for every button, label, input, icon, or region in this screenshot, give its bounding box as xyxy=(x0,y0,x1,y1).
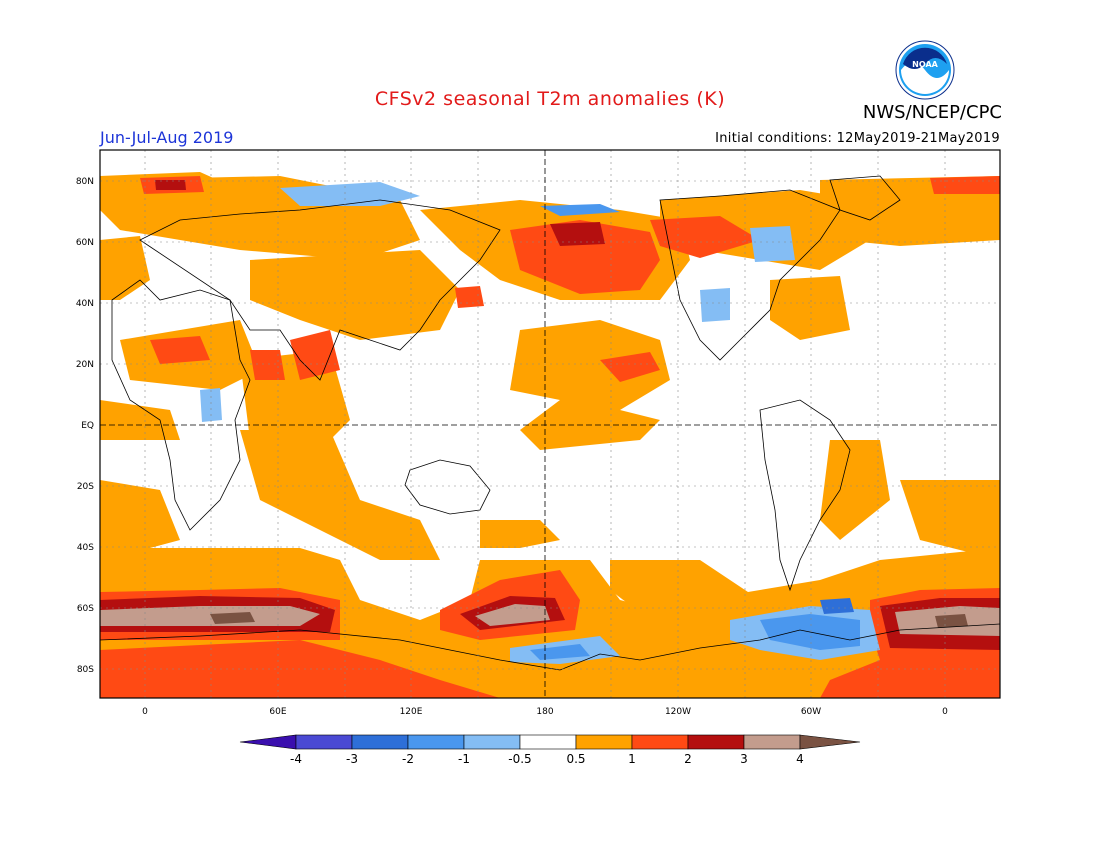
graticule xyxy=(100,150,1000,698)
warm-patch-south-america-east xyxy=(820,440,890,540)
warm-mid-central-pacific xyxy=(600,352,660,382)
warm-mid-africa-north xyxy=(150,336,210,364)
colorbar-swatch-low-end xyxy=(239,734,297,750)
colorbar-label: -0.5 xyxy=(508,752,531,766)
map-frame xyxy=(99,149,1001,699)
warm-mid-north-pacific xyxy=(510,220,660,294)
agency-label: NWS/NCEP/CPC xyxy=(862,102,1002,123)
cold-patch-arctic-chukchi xyxy=(540,204,620,216)
colorbar-label: 0.5 xyxy=(566,752,585,766)
anomaly-field xyxy=(100,172,1000,698)
colorbar xyxy=(239,734,861,750)
colorbar-label: 3 xyxy=(740,752,748,766)
warm-extreme-atlantic xyxy=(935,614,968,628)
warm-band-western-europe xyxy=(100,236,150,300)
lat-tick: 80S xyxy=(77,665,94,675)
warm-band-tropical-atlantic xyxy=(100,400,180,440)
warm-band-north-atlantic-east xyxy=(770,276,850,340)
warm-mid-arabia xyxy=(250,350,285,380)
lon-tick: 180 xyxy=(536,707,553,717)
coast-north-america xyxy=(659,189,841,361)
lon-tick: 120W xyxy=(665,707,691,717)
cold-strong-bellingshausen xyxy=(820,598,854,614)
warm-strong-barents-core xyxy=(155,180,186,190)
lat-tick: 20S xyxy=(77,482,94,492)
colorbar-labels: -4 -3 -2 -1 -0.5 0.5 1 2 3 4 xyxy=(290,752,804,766)
warm-band-asia-central xyxy=(250,250,460,340)
noaa-logo: NOAA xyxy=(895,40,955,100)
colorbar-label: -3 xyxy=(346,752,358,766)
lat-tick: 40N xyxy=(76,299,94,309)
cold-patch-arctic-siberia xyxy=(280,182,420,206)
latitude-axis: 80N 60N 40N 20N EQ 20S 40S 60S 80S xyxy=(76,177,94,675)
coastlines xyxy=(100,175,1000,671)
warm-extreme-indian xyxy=(210,612,255,624)
colorbar-label: 4 xyxy=(796,752,804,766)
colorbar-swatch xyxy=(295,734,353,750)
warm-patch-south-pacific xyxy=(610,560,760,620)
colorbar-swatch xyxy=(687,734,745,750)
cold-patch-africa xyxy=(200,388,222,422)
longitude-axis: 0 60E 120E 180 120W 60W 0 xyxy=(142,707,948,717)
lon-tick: 60E xyxy=(269,707,286,717)
chart-title: CFSv2 seasonal T2m anomalies (K) xyxy=(374,88,726,110)
coast-eurasia xyxy=(139,199,501,381)
warm-patch-south-atlantic-east xyxy=(900,480,1000,560)
lat-tick: EQ xyxy=(81,421,94,431)
colorbar-swatch-high-end xyxy=(799,734,861,750)
colorbar-swatch xyxy=(575,734,633,750)
warm-mid-india xyxy=(290,330,340,380)
lon-tick: 0 xyxy=(942,707,948,717)
coast-greenland xyxy=(829,175,901,221)
warm-patch-south-atlantic xyxy=(100,480,180,548)
warm-very-strong-indian xyxy=(100,606,320,626)
reference-lines xyxy=(100,150,1000,698)
lat-tick: 60N xyxy=(76,238,94,248)
warm-patch-indian-ocean xyxy=(240,430,440,560)
colorbar-swatch xyxy=(519,734,577,750)
colorbar-swatch xyxy=(631,734,689,750)
lat-tick: 60S xyxy=(77,604,94,614)
colorbar-label: -1 xyxy=(458,752,470,766)
colorbar-swatch xyxy=(407,734,465,750)
warm-mid-japan xyxy=(455,286,484,308)
colorbar-label: 2 xyxy=(684,752,692,766)
initial-conditions: Initial conditions: 12May2019-21May2019 xyxy=(715,131,1000,146)
warm-very-strong-pacific xyxy=(475,604,550,626)
colorbar-label: -2 xyxy=(402,752,414,766)
colorbar-swatch xyxy=(743,734,801,750)
forecast-period: Jun-Jul-Aug 2019 xyxy=(100,128,234,147)
colorbar-swatch xyxy=(351,734,409,750)
cold-patch-north-america-west xyxy=(700,288,730,322)
coast-africa-europe xyxy=(111,279,251,531)
lat-tick: 20N xyxy=(76,360,94,370)
warm-band-equatorial-pacific xyxy=(510,320,670,450)
warm-mid-alaska-canada xyxy=(650,216,760,258)
colorbar-label: 1 xyxy=(628,752,636,766)
lat-tick: 80N xyxy=(76,177,94,187)
colorbar-swatch xyxy=(463,734,521,750)
lon-tick: 120E xyxy=(400,707,423,717)
cold-patch-hudson xyxy=(750,226,795,262)
warm-mid-arctic-east xyxy=(930,176,1000,194)
coast-south-america xyxy=(759,399,851,592)
lon-tick: 60W xyxy=(801,707,821,717)
lon-tick: 0 xyxy=(142,707,148,717)
lat-tick: 40S xyxy=(77,543,94,553)
coast-antarctica xyxy=(100,623,1000,671)
warm-strong-bering xyxy=(550,222,605,246)
warm-patch-australia-south xyxy=(480,520,560,548)
colorbar-label: -4 xyxy=(290,752,302,766)
logo-text: NOAA xyxy=(912,60,938,69)
coast-australia xyxy=(404,459,491,515)
